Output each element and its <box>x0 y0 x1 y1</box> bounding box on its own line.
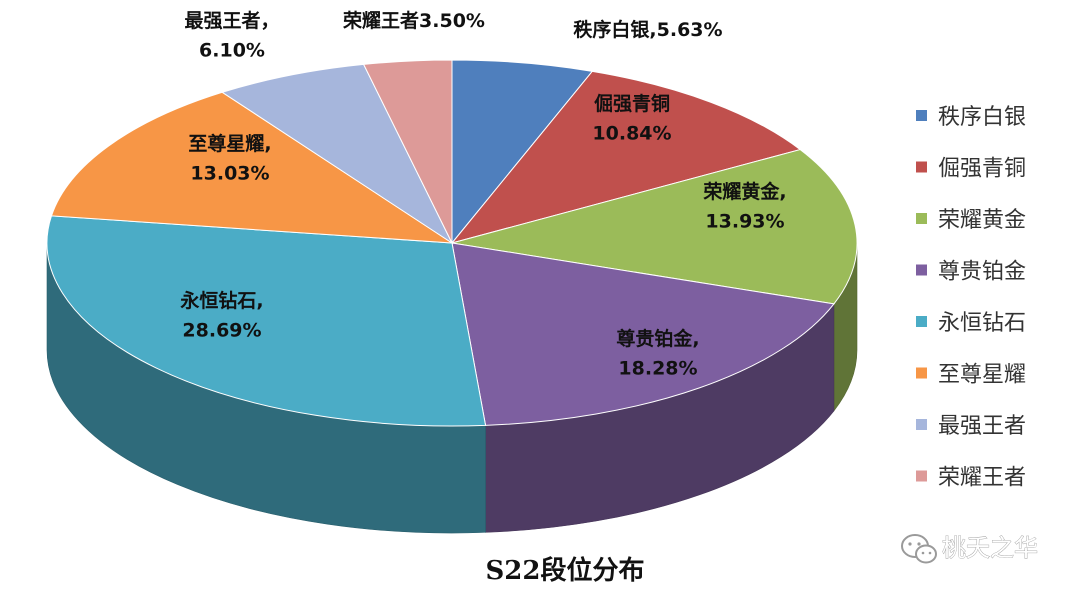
pie-slice-7 <box>221 63 454 245</box>
legend-swatch-3 <box>916 213 927 224</box>
data-label-8: 荣耀王者3.50% <box>342 9 485 32</box>
legend-swatch-6 <box>916 367 927 379</box>
data-label-7: 最强王者， 6.10% <box>184 10 279 61</box>
wechat-icon <box>901 534 937 564</box>
legend-label-7: 最强王者 <box>938 414 1026 439</box>
pie-slice-6 <box>50 91 454 244</box>
chart-title: S22段位分布 <box>486 555 645 586</box>
legend-swatch-8 <box>916 470 927 482</box>
data-label-3: 荣耀黄金, 13.93% <box>702 180 786 232</box>
legend-swatch-1 <box>916 110 927 121</box>
legend-label-2: 倔强青铜 <box>938 157 1026 182</box>
legend-label-8: 荣耀王者 <box>938 466 1026 491</box>
legend-swatch-7 <box>916 419 927 430</box>
data-label-6: 至尊星耀, 13.03% <box>188 132 271 184</box>
watermark-text: 桃夭之华 <box>942 534 1038 562</box>
pie-slice-5 <box>46 215 487 427</box>
pie-slice-3 <box>451 149 858 305</box>
legend-label-5: 永恒钻石 <box>938 311 1026 336</box>
pie-slice-8 <box>362 59 453 244</box>
legend-swatch-2 <box>916 161 927 173</box>
watermark: 桃夭之华 <box>901 534 1038 564</box>
data-label-2: 倔强青铜 10.84% <box>592 92 671 144</box>
legend-label-6: 至尊星耀 <box>938 363 1026 388</box>
legend-swatch-4 <box>916 264 927 276</box>
legend-swatch-5 <box>916 316 927 327</box>
legend-label-4: 尊贵铂金 <box>938 260 1026 285</box>
data-label-1: 秩序白银,5.63% <box>573 18 722 41</box>
pie-slice-1 <box>451 59 594 245</box>
legend-label-3: 荣耀黄金 <box>938 208 1026 233</box>
pie-top <box>46 59 858 427</box>
pie-slice-4 <box>451 242 835 426</box>
legend-label-1: 秩序白银 <box>938 105 1026 130</box>
pie-labels: 秩序白银,5.63% 倔强青铜 10.84% 荣耀黄金, 13.93% 尊贵铂金, 18.2… <box>179 9 786 379</box>
pie-slice-2 <box>450 70 802 244</box>
data-label-5: 永恒钻石, 28.69% <box>179 289 263 341</box>
data-label-4: 尊贵铂金, 18.28% <box>616 327 699 379</box>
